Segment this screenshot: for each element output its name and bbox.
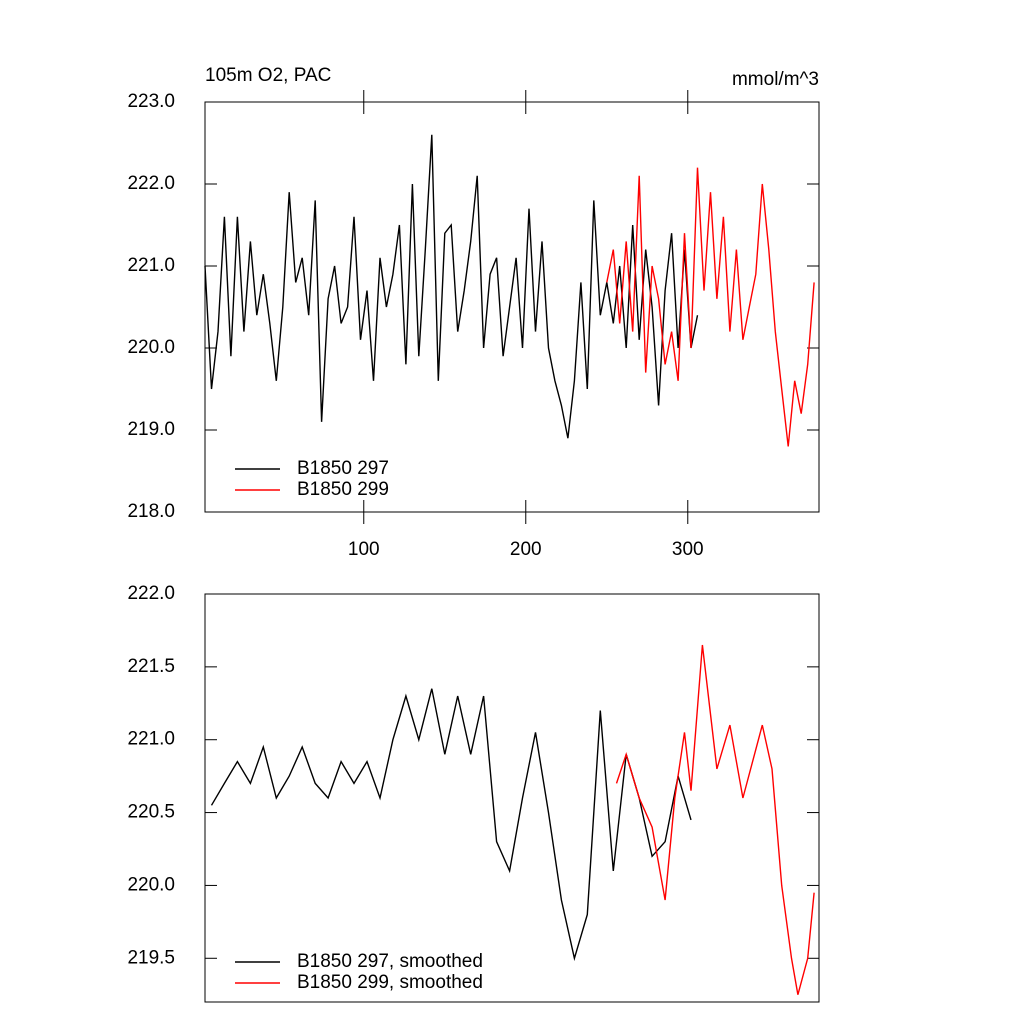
y-tick-label: 222.0 [127, 173, 175, 194]
y-tick-label: 221.0 [127, 729, 175, 750]
y-tick-label: 220.0 [127, 337, 175, 358]
legend-label: B1850 297, smoothed [297, 951, 483, 972]
y-tick-label: 222.0 [127, 583, 175, 604]
x-tick-label: 300 [672, 539, 704, 560]
y-tick-label: 223.0 [127, 91, 175, 112]
series-line [615, 644, 815, 995]
series-line [204, 134, 699, 439]
y-tick-label: 219.5 [127, 947, 175, 968]
chart-title: 105m O2, PAC [205, 65, 331, 86]
plot-frame [204, 101, 820, 513]
y-tick-label: 219.0 [127, 419, 175, 440]
series-line [606, 167, 815, 447]
legend-label: B1850 297 [297, 458, 389, 479]
y-tick-label: 220.5 [127, 802, 175, 823]
y-tick-label: 221.0 [127, 255, 175, 276]
plot-frame [204, 593, 820, 1003]
y-tick-label: 218.0 [127, 501, 175, 522]
series-line [210, 688, 692, 962]
y-tick-label: 220.0 [127, 874, 175, 895]
x-tick-label: 100 [348, 539, 380, 560]
legend-label: B1850 299 [297, 479, 389, 500]
x-tick-label: 200 [510, 539, 542, 560]
legend-label: B1850 299, smoothed [297, 972, 483, 993]
units-label: mmol/m^3 [732, 69, 819, 90]
y-tick-label: 221.5 [127, 656, 175, 677]
